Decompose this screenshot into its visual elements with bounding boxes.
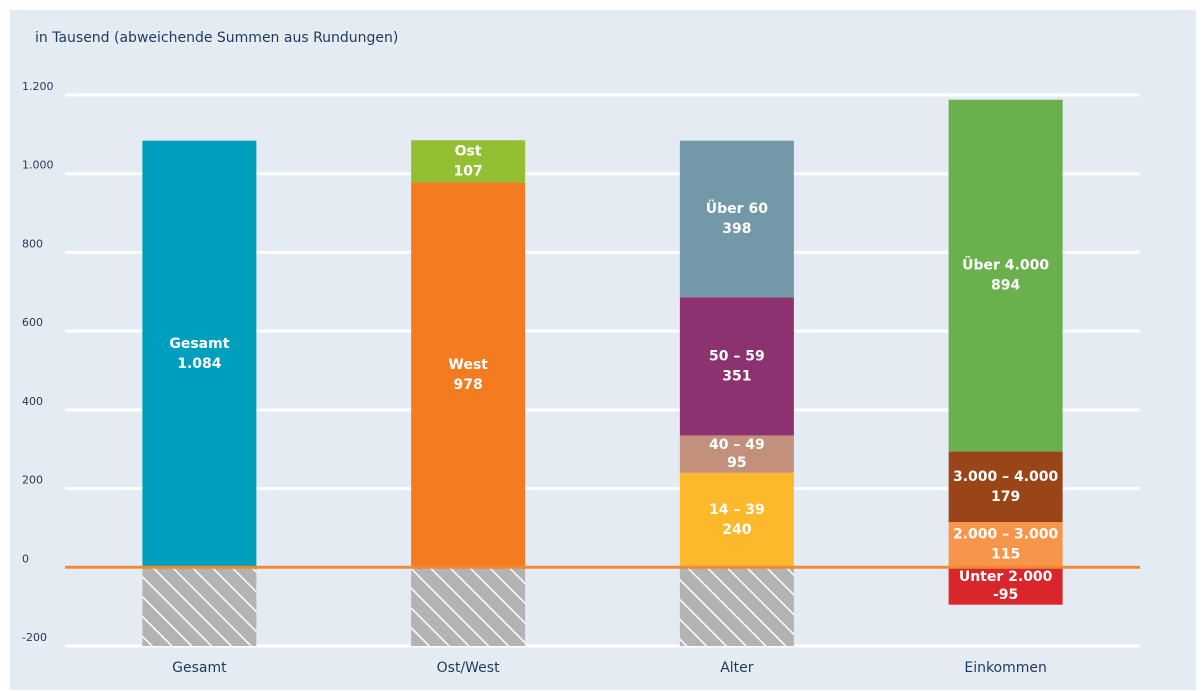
segment-name: Gesamt bbox=[169, 336, 229, 352]
x-tick-label: Gesamt bbox=[172, 660, 227, 676]
segment-value: 978 bbox=[454, 377, 483, 393]
segment-name: Ost bbox=[455, 143, 482, 159]
bar-segment bbox=[679, 435, 794, 473]
hatch-area bbox=[679, 567, 794, 646]
x-tick-label: Einkommen bbox=[964, 660, 1047, 676]
x-tick-label: Alter bbox=[720, 660, 754, 676]
y-tick-label: 1.200 bbox=[22, 80, 54, 93]
segment-value: 179 bbox=[991, 489, 1020, 505]
bar-segment bbox=[948, 522, 1063, 568]
segment-name: 3.000 – 4.000 bbox=[953, 469, 1059, 485]
segment-name: West bbox=[448, 357, 488, 373]
bar-segment bbox=[411, 140, 526, 183]
bar-segment bbox=[948, 567, 1063, 605]
segment-value: 107 bbox=[454, 163, 483, 179]
chart-title: in Tausend (abweichende Summen aus Rundu… bbox=[35, 30, 398, 46]
segment-value: -95 bbox=[993, 587, 1018, 603]
segment-value: 1.084 bbox=[177, 356, 222, 372]
y-tick-label: 600 bbox=[22, 316, 43, 329]
segment-name: 2.000 – 3.000 bbox=[953, 527, 1059, 543]
hatch-area bbox=[411, 567, 526, 646]
bar-segment bbox=[948, 99, 1063, 452]
bar-segment bbox=[679, 297, 794, 436]
segment-value: 115 bbox=[991, 547, 1020, 563]
segment-name: Über 60 bbox=[706, 199, 768, 217]
segment-value: 95 bbox=[727, 455, 746, 471]
bar-segment bbox=[679, 140, 794, 298]
x-tick-label: Ost/West bbox=[437, 660, 500, 676]
segment-name: 14 – 39 bbox=[709, 502, 765, 518]
bar-segment bbox=[948, 451, 1063, 523]
segment-value: 398 bbox=[722, 221, 751, 237]
y-tick-label: 400 bbox=[22, 395, 43, 408]
y-tick-label: 1.000 bbox=[22, 159, 54, 172]
y-tick-label: 200 bbox=[22, 474, 43, 487]
segment-name: 40 – 49 bbox=[709, 437, 765, 453]
segment-value: 894 bbox=[991, 278, 1020, 294]
bar-segment bbox=[142, 140, 257, 568]
bar-segment bbox=[411, 182, 526, 568]
y-tick-label: 0 bbox=[22, 552, 29, 565]
bar-segment bbox=[679, 472, 794, 568]
y-tick-label: -200 bbox=[22, 631, 47, 644]
segment-value: 351 bbox=[722, 368, 751, 384]
hatch-area bbox=[142, 567, 257, 646]
y-tick-label: 800 bbox=[22, 237, 43, 250]
segment-name: Über 4.000 bbox=[962, 256, 1049, 274]
segment-name: 50 – 59 bbox=[709, 348, 765, 364]
segment-value: 240 bbox=[722, 522, 751, 538]
segment-name: Unter 2.000 bbox=[959, 569, 1053, 585]
